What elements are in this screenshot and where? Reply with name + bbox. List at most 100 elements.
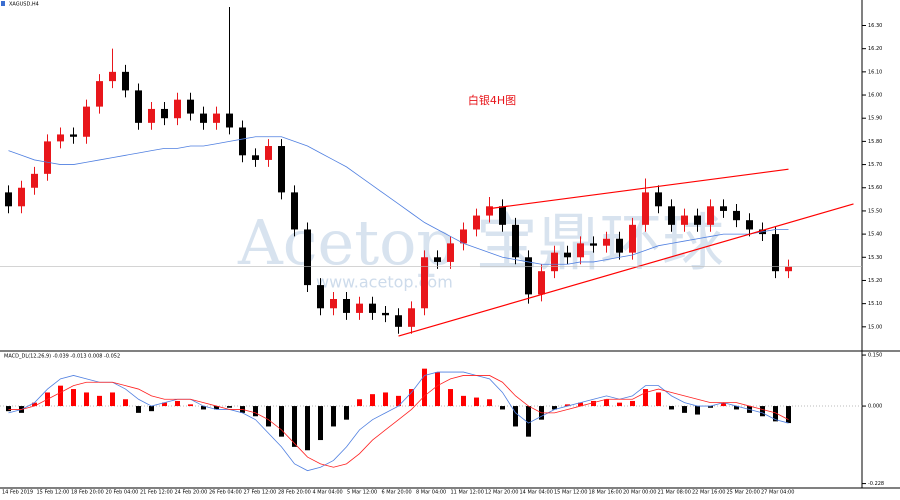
candle-body [785,266,792,272]
candle-body [304,229,311,286]
histogram-bar [344,406,349,420]
x-tick-label: 21 Feb 12:00 [140,490,173,496]
candle-body [278,146,285,193]
candle-body [213,113,220,123]
x-tick-label: 20 Mar 00:00 [623,490,656,496]
histogram-bar [448,389,453,407]
x-tick-label: 15 Mar 12:00 [554,490,587,496]
candle-body [5,192,12,207]
candle-body [70,134,77,137]
candle-body [317,285,324,309]
moving-average [8,136,789,265]
x-tick-label: 24 Feb 20:00 [175,490,208,496]
candle-body [681,215,688,225]
candle-body [538,271,545,295]
histogram-bar [656,392,661,407]
x-tick-label: 11 Mar 12:00 [451,490,484,496]
candle-body [421,257,428,309]
histogram-bar [552,406,557,410]
candle-body [603,238,610,246]
histogram-bar [383,392,388,407]
candle-body [226,113,233,128]
y-tick-label: 15.00 [868,324,882,330]
histogram-bar [188,404,193,407]
x-tick-label: 6 Mar 20:00 [382,490,412,496]
histogram-bar [136,406,141,413]
y-tick-label: 15.50 [868,208,882,214]
signal-line [8,375,789,468]
histogram-bar [617,402,622,407]
histogram-bar [721,402,726,407]
x-tick-label: 26 Feb 04:00 [209,490,242,496]
candle-body [356,303,363,313]
y-tick-label: -0.228 [868,481,884,487]
candle-body [564,252,571,258]
histogram-bar [643,389,648,407]
x-tick-label: 18 Mar 16:00 [589,490,622,496]
histogram-bar [58,385,63,407]
x-tick-label: 27 Mar 04:00 [761,490,794,496]
histogram-bar [773,406,778,422]
candle-body [720,206,727,211]
candle-body [330,299,337,309]
x-tick-label: 27 Feb 12:00 [244,490,277,496]
x-tick-label: 25 Mar 20:00 [727,490,760,496]
y-tick-label: 15.10 [868,301,882,307]
candle-body [629,224,636,253]
indicator-title: MACD_DL(12,26,9) -0.039 -0.013 0.008 -0.… [4,354,120,360]
histogram-bar [500,406,505,410]
histogram-bar [71,389,76,407]
histogram-bar [630,400,635,407]
histogram-bar [734,406,739,410]
x-tick-label: 4 Mar 04:00 [313,490,343,496]
macd-line [8,371,789,472]
candle-body [486,206,493,216]
histogram-bar [175,400,180,407]
histogram-bar [396,395,401,407]
x-tick-label: 14 Feb 2019 [2,490,33,496]
histogram-bar [604,399,609,407]
candle-body [18,187,25,207]
candle-body [44,141,51,174]
y-tick-label: 15.60 [868,185,882,191]
x-tick-label: 21 Mar 08:00 [658,490,691,496]
histogram-bar [760,406,765,417]
candle-body [122,71,129,91]
y-tick-label: 16.00 [868,93,882,99]
watermark-url: www.acetop.com [316,273,453,292]
histogram-bar [513,406,518,427]
histogram-bar [97,395,102,407]
candle-body [707,206,714,225]
histogram-bar [669,406,674,410]
candle-body [499,206,506,225]
candle-body [694,215,701,225]
candle-body [460,229,467,244]
candle-body [772,234,779,272]
candle-body [642,192,649,225]
histogram-bar [305,406,310,451]
axes: 15.00 15.10 15.20 15.30 15.40 15.50 15.60 15.70… [2,23,884,496]
candle-body [291,192,298,230]
candle-body [265,146,272,160]
candle-body [447,243,454,262]
histogram-bar [487,399,492,407]
histogram-bar [591,400,596,407]
candle-body [395,315,402,327]
candle-body [200,113,207,123]
candle-body [655,192,662,207]
histogram-bar [461,395,466,407]
candle-body [733,210,740,221]
macd-panel [0,368,862,472]
candle-body [161,108,168,119]
histogram-bar [318,406,323,441]
x-tick-label: 5 Mar 12:00 [347,490,377,496]
histogram-bar [84,392,89,407]
y-tick-label: 15.80 [868,139,882,145]
candle-body [148,108,155,123]
y-tick-label: 0.150 [868,353,882,359]
trendline [489,168,789,210]
candle-body [252,155,259,160]
histogram-bar [6,406,11,412]
histogram-bar [474,397,479,407]
candle-body [525,257,532,295]
